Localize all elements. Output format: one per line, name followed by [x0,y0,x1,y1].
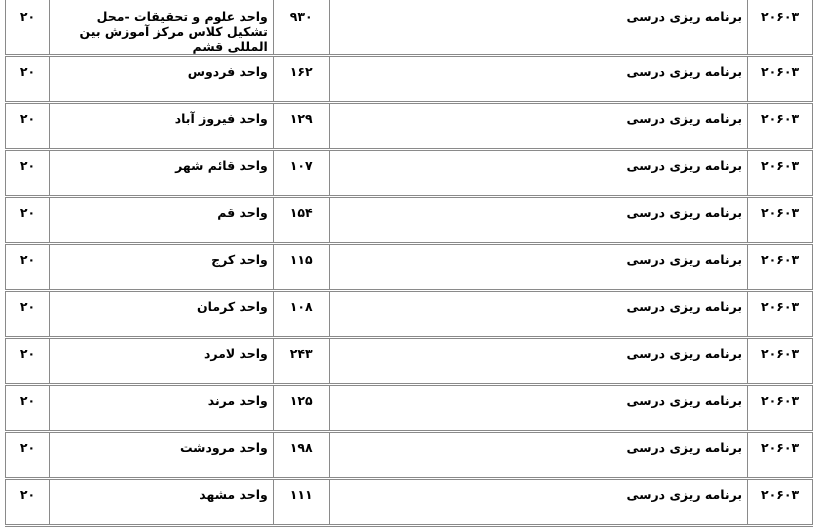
course-name-cell: برنامه ریزی درسی [328,336,749,386]
capacity-cell: ۲۰ [5,289,50,339]
unit-code-cell: ۱۹۸ [272,430,330,480]
capacity-cell: ۲۰ [5,148,50,198]
course-name-cell: برنامه ریزی درسی [328,289,749,339]
capacity-cell: ۲۰ [5,0,50,57]
course-name-cell: برنامه ریزی درسی [328,148,749,198]
table-row: ۲۰۶۰۳ برنامه ریزی درسی ۱۵۴ واحد قم ۲۰ [5,195,813,245]
unit-code-cell: ۱۲۵ [272,383,330,433]
course-code-cell: ۲۰۶۰۳ [747,195,813,245]
course-code-cell: ۲۰۶۰۳ [747,383,813,433]
course-code-cell: ۲۰۶۰۳ [747,336,813,386]
unit-name-cell: واحد قائم شهر [48,148,274,198]
unit-name-cell: واحد فردوس [48,54,274,104]
course-code-cell: ۲۰۶۰۳ [747,289,813,339]
unit-code-cell: ۱۶۲ [272,54,330,104]
unit-name-cell: واحد مشهد [48,477,274,527]
course-name-cell: برنامه ریزی درسی [328,430,749,480]
unit-name-cell: واحد فیروز آباد [48,101,274,151]
table-row: ۲۰۶۰۳ برنامه ریزی درسی ۹۳۰ واحد علوم و تحقی… [5,0,813,57]
table-row: ۲۰۶۰۳ برنامه ریزی درسی ۱۱۵ واحد کرج ۲۰ [5,242,813,292]
course-code-cell: ۲۰۶۰۳ [747,430,813,480]
table-row: ۲۰۶۰۳ برنامه ریزی درسی ۱۰۸ واحد کرمان ۲۰ [5,289,813,339]
table-row: ۲۰۶۰۳ برنامه ریزی درسی ۲۴۳ واحد لامرد ۲۰ [5,336,813,386]
course-name-cell: برنامه ریزی درسی [328,195,749,245]
course-code-cell: ۲۰۶۰۳ [747,0,813,57]
unit-name-cell: واحد کرج [48,242,274,292]
unit-code-cell: ۹۳۰ [272,0,330,57]
course-name-cell: برنامه ریزی درسی [328,383,749,433]
unit-code-cell: ۱۱۵ [272,242,330,292]
capacity-cell: ۲۰ [5,477,50,527]
course-code-cell: ۲۰۶۰۳ [747,148,813,198]
capacity-cell: ۲۰ [5,430,50,480]
table-row: ۲۰۶۰۳ برنامه ریزی درسی ۱۹۸ واحد مرودشت ۲۰ [5,430,813,480]
capacity-cell: ۲۰ [5,242,50,292]
unit-name-cell: واحد کرمان [48,289,274,339]
unit-name-cell: واحد علوم و تحقیقات -محل تشکیل کلاس مرکز… [48,0,274,57]
course-code-cell: ۲۰۶۰۳ [747,54,813,104]
capacity-cell: ۲۰ [5,54,50,104]
unit-name-cell: واحد مرودشت [48,430,274,480]
unit-code-cell: ۱۲۹ [272,101,330,151]
table-row: ۲۰۶۰۳ برنامه ریزی درسی ۱۰۷ واحد قائم شهر ۲۰ [5,148,813,198]
table-row: ۲۰۶۰۳ برنامه ریزی درسی ۱۲۹ واحد فیروز آباد ۲… [5,101,813,151]
table-row: ۲۰۶۰۳ برنامه ریزی درسی ۱۶۲ واحد فردوس ۲۰ [5,54,813,104]
table-row: ۲۰۶۰۳ برنامه ریزی درسی ۱۲۵ واحد مرند ۲۰ [5,383,813,433]
unit-code-cell: ۱۱۱ [272,477,330,527]
course-name-cell: برنامه ریزی درسی [328,54,749,104]
course-code-cell: ۲۰۶۰۳ [747,477,813,527]
unit-code-cell: ۱۵۴ [272,195,330,245]
unit-name-cell: واحد قم [48,195,274,245]
course-units-table: ۲۰۶۰۳ برنامه ریزی درسی ۹۳۰ واحد علوم و تحقی… [5,0,813,527]
table-row: ۲۰۶۰۳ برنامه ریزی درسی ۱۱۱ واحد مشهد ۲۰ [5,477,813,527]
capacity-cell: ۲۰ [5,383,50,433]
course-name-cell: برنامه ریزی درسی [328,477,749,527]
unit-code-cell: ۲۴۳ [272,336,330,386]
unit-code-cell: ۱۰۸ [272,289,330,339]
course-name-cell: برنامه ریزی درسی [328,242,749,292]
unit-name-cell: واحد لامرد [48,336,274,386]
course-name-cell: برنامه ریزی درسی [328,101,749,151]
unit-name-cell: واحد مرند [48,383,274,433]
course-name-cell: برنامه ریزی درسی [328,0,749,57]
capacity-cell: ۲۰ [5,101,50,151]
course-code-cell: ۲۰۶۰۳ [747,101,813,151]
capacity-cell: ۲۰ [5,195,50,245]
capacity-cell: ۲۰ [5,336,50,386]
course-code-cell: ۲۰۶۰۳ [747,242,813,292]
unit-code-cell: ۱۰۷ [272,148,330,198]
